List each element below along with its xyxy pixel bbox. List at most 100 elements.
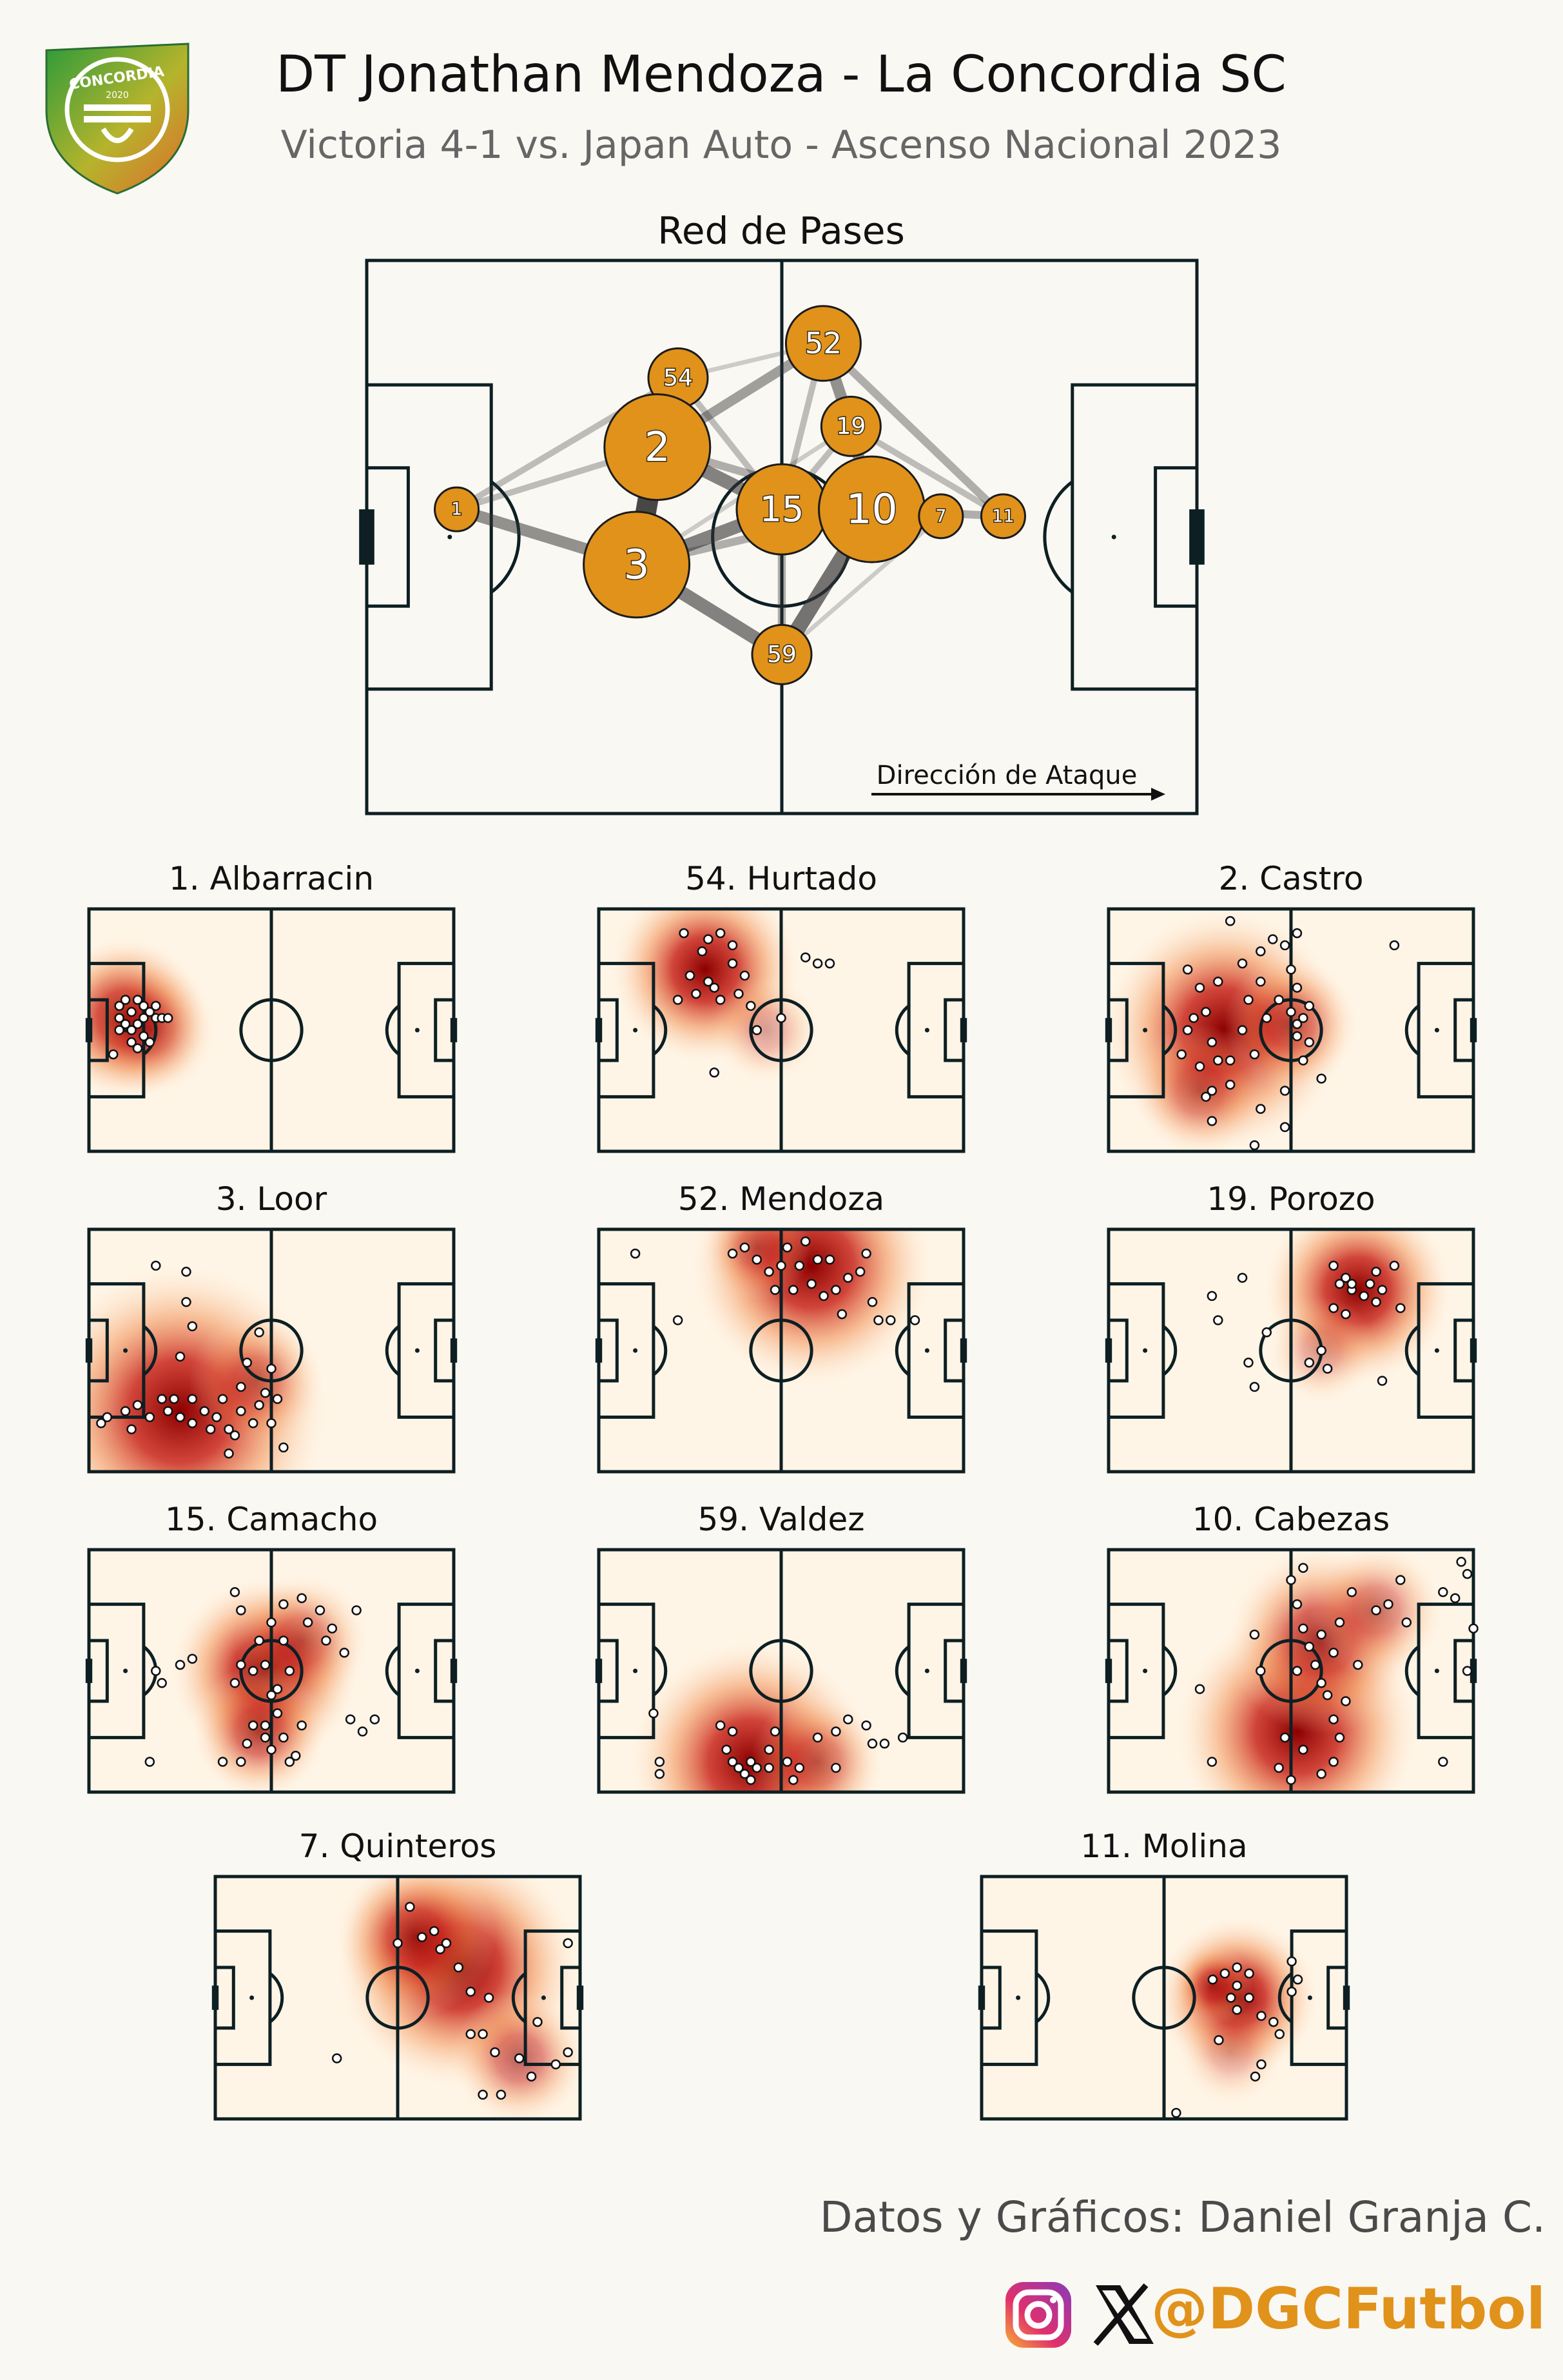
- penalty-spot-right: [1435, 1669, 1439, 1673]
- touch-point: [674, 996, 682, 1004]
- touch-point: [680, 929, 688, 937]
- touch-point: [753, 1256, 761, 1264]
- touch-point: [826, 1256, 834, 1264]
- player-node-19[interactable]: 19: [821, 396, 880, 456]
- touch-point: [255, 1401, 264, 1409]
- touch-point: [146, 1758, 154, 1766]
- touch-point: [710, 1068, 719, 1077]
- touch-point: [430, 1927, 438, 1935]
- touch-point: [1226, 1080, 1234, 1089]
- touch-point: [898, 1733, 907, 1742]
- touch-point: [279, 1733, 287, 1742]
- touch-point: [783, 1758, 791, 1766]
- touch-point: [1463, 1667, 1471, 1675]
- heatmap-panel-7: 15. Camacho: [86, 1501, 457, 1798]
- goal-left: [596, 1659, 602, 1683]
- touch-point: [1208, 1292, 1216, 1300]
- touch-point: [1214, 1057, 1222, 1065]
- touch-point: [273, 1685, 282, 1693]
- touch-point: [1287, 1576, 1296, 1585]
- penalty-spot-right: [1435, 1349, 1439, 1353]
- touch-point: [771, 1286, 779, 1294]
- heatmap-player-label: 7. Quinteros: [299, 1828, 497, 1865]
- goal-left: [1105, 1338, 1112, 1363]
- touch-point: [1439, 1758, 1447, 1766]
- touch-point: [267, 1618, 276, 1626]
- player-node-59[interactable]: 59: [752, 625, 811, 684]
- player-node-label: 54: [663, 365, 693, 391]
- touch-point: [734, 990, 743, 998]
- player-node-52[interactable]: 52: [786, 306, 860, 381]
- penalty-spot-left: [1143, 1028, 1147, 1033]
- touch-point: [728, 1728, 737, 1736]
- touch-point: [1275, 996, 1283, 1004]
- social-handle[interactable]: @DGCFutbol: [1151, 2276, 1546, 2342]
- touch-point: [746, 1002, 755, 1010]
- touch-point: [1196, 1685, 1204, 1693]
- player-node-11[interactable]: 11: [981, 494, 1025, 538]
- touch-point: [298, 1721, 306, 1730]
- player-node-2[interactable]: 2: [605, 395, 710, 500]
- touch-point: [1299, 1057, 1307, 1065]
- touch-point: [631, 1249, 639, 1258]
- touch-point: [485, 1994, 493, 2002]
- touch-point: [1269, 2018, 1277, 2026]
- touch-point: [218, 1395, 227, 1403]
- touch-point: [741, 971, 749, 980]
- penalty-arc-right: [1045, 482, 1073, 592]
- player-node-1[interactable]: 1: [435, 487, 479, 531]
- touch-point: [340, 1648, 349, 1657]
- touch-point: [467, 1987, 475, 1996]
- touch-point: [1209, 1975, 1217, 1984]
- touch-point: [716, 929, 724, 937]
- touch-point: [322, 1637, 330, 1645]
- touch-point: [298, 1594, 306, 1603]
- touch-point: [1323, 1365, 1332, 1373]
- touch-point: [109, 1050, 117, 1058]
- touch-point: [467, 2030, 475, 2038]
- touch-point: [139, 1002, 148, 1010]
- heatmap-blob: [1178, 1999, 1285, 2105]
- player-node-label: 11: [992, 506, 1014, 526]
- touch-point: [728, 941, 737, 950]
- touch-point: [1293, 1667, 1301, 1675]
- touch-point: [1396, 1576, 1404, 1585]
- touch-point: [1294, 1975, 1302, 1984]
- heatmap-player-label: 54. Hurtado: [685, 860, 877, 897]
- touch-point: [1293, 1032, 1301, 1040]
- player-node-15[interactable]: 15: [737, 464, 827, 554]
- touch-point: [243, 1739, 251, 1748]
- touch-point: [1196, 1062, 1204, 1071]
- touch-point: [1317, 1679, 1326, 1687]
- player-node-3[interactable]: 3: [584, 512, 690, 618]
- touch-point: [1208, 1758, 1216, 1766]
- heatmap-player-label: 3. Loor: [216, 1180, 327, 1218]
- touch-point: [273, 1395, 282, 1403]
- touch-point: [1470, 1624, 1478, 1633]
- instagram-icon[interactable]: [1005, 2282, 1071, 2348]
- touch-point: [728, 959, 737, 968]
- x-icon[interactable]: [1096, 2285, 1154, 2344]
- touch-point: [533, 2018, 541, 2026]
- touch-point: [333, 2054, 341, 2063]
- touch-point: [249, 1667, 257, 1675]
- touch-point: [856, 1267, 864, 1276]
- touch-point: [1299, 1624, 1307, 1633]
- touch-point: [1275, 1764, 1283, 1772]
- touch-point: [1238, 1274, 1247, 1282]
- touch-point: [286, 1667, 294, 1675]
- player-node-10[interactable]: 10: [819, 456, 925, 562]
- player-node-7[interactable]: 7: [919, 494, 963, 538]
- touch-point: [1196, 984, 1204, 992]
- touch-point: [1463, 1570, 1471, 1578]
- touch-point: [862, 1721, 871, 1730]
- touch-point: [1257, 2060, 1265, 2069]
- touch-point: [133, 1020, 142, 1028]
- touch-point: [1250, 1383, 1259, 1391]
- touch-point: [746, 1758, 755, 1766]
- page-subtitle: Victoria 4-1 vs. Japan Auto - Ascenso Na…: [281, 122, 1282, 168]
- touch-point: [231, 1588, 239, 1596]
- touch-point: [279, 1600, 287, 1608]
- touch-point: [1372, 1267, 1381, 1276]
- touch-point: [862, 1249, 871, 1258]
